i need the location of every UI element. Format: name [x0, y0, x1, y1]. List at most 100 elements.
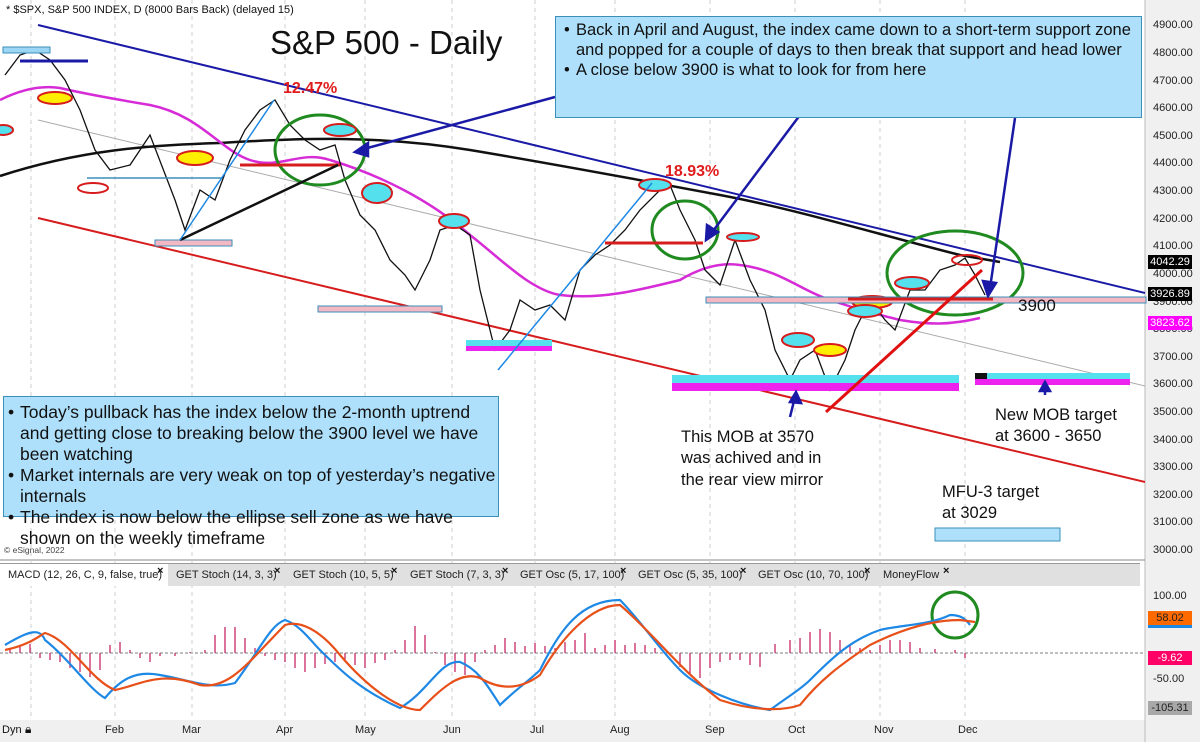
price-tick: 4300.00: [1153, 185, 1193, 197]
price-tag-ma-magenta: 3823.62: [1148, 316, 1192, 330]
green-circle-december: [885, 229, 1025, 317]
mfu3-annotation: MFU-3 target at 3029: [942, 482, 1039, 525]
tab-osc-5-17[interactable]: GET Osc (5, 17, 100) ×: [512, 564, 630, 586]
note-bottom-item: The index is now below the ellipse sell …: [8, 507, 498, 549]
symbol-line: * $SPX, S&P 500 INDEX, D (8000 Bars Back…: [6, 4, 294, 16]
note-bottom-item: Market internals are very weak on top of…: [8, 465, 498, 507]
callout-note-bottom: Today’s pullback has the index below the…: [3, 396, 499, 548]
month-label: Feb: [105, 724, 124, 736]
price-tag-current: 3926.89: [1148, 287, 1192, 301]
tab-label: GET Osc (10, 70, 100): [758, 569, 869, 581]
macd-tag-histogram: -9.62: [1148, 651, 1192, 665]
price-tick: 3200.00: [1153, 489, 1193, 501]
ma-black-line: [0, 137, 1001, 264]
close-icon[interactable]: ×: [391, 565, 398, 577]
tab-label: GET Osc (5, 17, 100): [520, 569, 625, 581]
close-icon[interactable]: ×: [620, 565, 627, 577]
price-tick: 4400.00: [1153, 157, 1193, 169]
month-label: Jun: [443, 724, 461, 736]
month-label: Oct: [788, 724, 806, 736]
tab-macd[interactable]: MACD (12, 26, C, 9, false, true) ×: [0, 564, 168, 586]
level-3900-label: 3900: [1018, 296, 1056, 315]
dyn-label: Dyn: [2, 724, 22, 736]
macd-histogram: [9, 626, 966, 678]
mid-channel-line: [37, 119, 1146, 387]
mfu3-line: at 3029: [942, 504, 998, 523]
price-tick: 3100.00: [1153, 516, 1193, 528]
uptrend-line: [824, 268, 984, 414]
price-tick: 4900.00: [1153, 19, 1193, 31]
close-icon[interactable]: ×: [943, 565, 950, 577]
lower-channel-line: [37, 217, 1146, 483]
chart-title: S&P 500 - Daily: [270, 24, 503, 61]
mob-3570-line: This MOB at 3570: [681, 428, 814, 446]
indicator-tab-bar: MACD (12, 26, C, 9, false, true) × GET St…: [0, 563, 1140, 586]
price-tick: 4500.00: [1153, 130, 1193, 142]
upper-channel-line: [37, 24, 1146, 294]
tab-stoch-10[interactable]: GET Stoch (10, 5, 5) ×: [285, 564, 402, 586]
price-tick: 4100.00: [1153, 240, 1193, 252]
tab-stoch-7[interactable]: GET Stoch (7, 3, 3) ×: [402, 564, 512, 586]
annotation-arrows: [352, 95, 1053, 418]
month-label: Jul: [530, 724, 545, 736]
tab-moneyflow[interactable]: MoneyFlow ×: [875, 564, 955, 586]
month-label: May: [355, 724, 376, 736]
macd-tag-line: [1148, 625, 1192, 628]
copyright: © eSignal, 2022: [4, 545, 65, 555]
new-mob-line: New MOB target: [995, 406, 1117, 424]
signal-ellipses: [0, 91, 983, 357]
price-tick: 3600.00: [1153, 378, 1193, 390]
mob-3570-line: was achived and in: [681, 449, 822, 468]
macd-tag-min: -105.31: [1148, 701, 1192, 715]
tab-label: MACD (12, 26, C, 9, false, true): [8, 569, 163, 581]
month-label: Mar: [182, 724, 201, 736]
callout-note-top: Back in April and August, the index came…: [555, 16, 1142, 118]
new-mob-annotation: New MOB target at 3600 - 3650: [995, 405, 1117, 448]
price-tick: 4800.00: [1153, 47, 1193, 59]
tab-label: GET Stoch (10, 5, 5): [293, 569, 394, 581]
price-tick: 3700.00: [1153, 351, 1193, 363]
note-top-item: Back in April and August, the index came…: [564, 21, 1141, 61]
macd-tag-signal: 58.02: [1148, 611, 1192, 625]
tab-osc-5-35[interactable]: GET Osc (5, 35, 100) ×: [630, 564, 750, 586]
price-tick: 4700.00: [1153, 75, 1193, 87]
price-tick: 4600.00: [1153, 102, 1193, 114]
note-top-item: A close below 3900 is what to look for f…: [564, 61, 1141, 81]
month-label: Sep: [705, 724, 725, 736]
signal-line: [4, 603, 976, 712]
tab-label: GET Stoch (7, 3, 3): [410, 569, 505, 581]
month-label: Nov: [874, 724, 894, 736]
month-label: Dec: [958, 724, 978, 736]
price-tick: 4200.00: [1153, 213, 1193, 225]
tab-label: MoneyFlow: [883, 569, 940, 581]
close-icon[interactable]: ×: [502, 565, 509, 577]
price-tag-ma-black: 4042.29: [1148, 255, 1192, 269]
close-icon[interactable]: ×: [864, 565, 871, 577]
tab-label: GET Stoch (14, 3, 3): [176, 569, 277, 581]
month-label: Apr: [276, 724, 294, 736]
macd-tick: 100.00: [1153, 590, 1187, 602]
pct-april-label: 12.47%: [283, 80, 338, 97]
close-icon[interactable]: ×: [157, 565, 164, 577]
new-mob-line: at 3600 - 3650: [995, 427, 1102, 446]
month-label: Aug: [610, 724, 630, 736]
mob-3570-annotation: This MOB at 3570 was achived and in the …: [681, 427, 823, 491]
green-circle-macd: [930, 590, 980, 640]
macd-tick: -50.00: [1153, 673, 1185, 685]
price-tick: 4000.00: [1153, 268, 1193, 280]
tab-osc-10-70[interactable]: GET Osc (10, 70, 100) ×: [750, 564, 875, 586]
mob-3570-line: the rear view mirror: [681, 470, 824, 489]
lock-icon[interactable]: 🔒︎: [25, 722, 32, 736]
pct-august-label: 18.93%: [665, 163, 720, 180]
tab-stoch-14[interactable]: GET Stoch (14, 3, 3) ×: [168, 564, 285, 586]
close-icon[interactable]: ×: [740, 565, 747, 577]
note-bottom-item: Today’s pullback has the index below the…: [8, 402, 498, 465]
price-tick: 3500.00: [1153, 406, 1193, 418]
price-tick: 3400.00: [1153, 434, 1193, 446]
mfu3-line: MFU-3 target: [942, 483, 1040, 501]
tab-label: GET Osc (5, 35, 100): [638, 569, 743, 581]
close-icon[interactable]: ×: [274, 565, 281, 577]
price-tick: 3300.00: [1153, 461, 1193, 473]
price-tick: 3000.00: [1153, 544, 1193, 556]
green-circle-august: [650, 199, 720, 261]
